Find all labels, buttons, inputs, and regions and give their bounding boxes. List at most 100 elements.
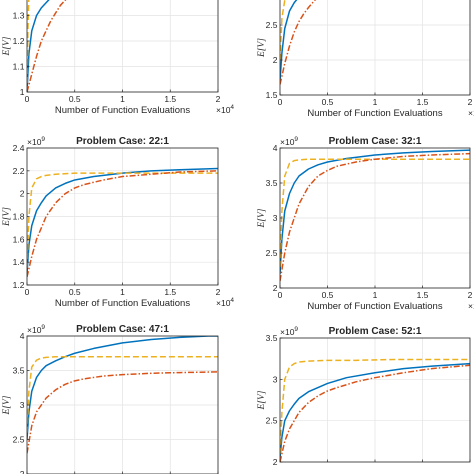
series-group bbox=[280, 358, 470, 462]
y-tick-label: 2 bbox=[273, 283, 278, 293]
x-tick-label: 0 bbox=[278, 290, 283, 300]
series-line-3 bbox=[280, 364, 470, 462]
x-tick-label: 0 bbox=[25, 94, 30, 104]
x-tick-label: 1 bbox=[373, 97, 378, 107]
series-line-2 bbox=[280, 158, 470, 268]
y-axis-label: E[V] bbox=[257, 208, 267, 228]
x-tick-label: 1 bbox=[373, 290, 378, 300]
series-line-3 bbox=[27, 0, 67, 92]
y-tick-label: 2.4 bbox=[13, 143, 25, 153]
y-tick-label: 3 bbox=[273, 213, 278, 223]
x-tick-label: 2 bbox=[468, 290, 473, 300]
x-tick-label: 0.5 bbox=[69, 94, 81, 104]
x-axis-label: Number of Function Evaluations bbox=[55, 298, 190, 309]
series-line-3 bbox=[280, 152, 470, 282]
y-multiplier: ×109 bbox=[280, 136, 298, 147]
y-tick-label: 1.8 bbox=[13, 212, 25, 222]
y-tick-label: 2 bbox=[20, 469, 25, 474]
y-multiplier-exp: 9 bbox=[294, 136, 298, 143]
series-line-1 bbox=[280, 0, 298, 82]
x-multiplier-base: ×10 bbox=[216, 298, 231, 308]
series-group bbox=[280, 149, 470, 282]
y-tick-label: 1.6 bbox=[13, 234, 25, 244]
chart-title: Problem Case: 52:1 bbox=[329, 326, 422, 337]
x-axis-label: Number of Function Evaluations bbox=[307, 108, 442, 119]
x-axis-label: Number of Function Evaluations bbox=[307, 301, 442, 312]
y-tick-label: 3.5 bbox=[266, 178, 278, 188]
x-tick-label: 0.5 bbox=[322, 290, 334, 300]
series-group bbox=[27, 336, 218, 454]
y-multiplier-base: ×10 bbox=[280, 137, 295, 147]
y-tick-label: 1.2 bbox=[13, 36, 25, 46]
x-tick-label: 1 bbox=[120, 94, 125, 104]
chart-title: Problem Case: 22:1 bbox=[76, 136, 169, 147]
series-line-1 bbox=[280, 362, 470, 458]
series-line-1 bbox=[27, 167, 218, 274]
y-multiplier-base: ×10 bbox=[27, 137, 42, 147]
x-multiplier: ×104 bbox=[468, 300, 474, 311]
y-tick-label: 3 bbox=[20, 400, 25, 410]
x-tick-label: 0 bbox=[25, 287, 30, 297]
y-tick-label: 2 bbox=[273, 55, 278, 65]
y-multiplier: ×109 bbox=[27, 136, 45, 147]
y-multiplier-base: ×10 bbox=[27, 325, 42, 335]
x-tick-label: 0 bbox=[278, 97, 283, 107]
panel-2: 0 0.5 1 1.5 2 1.5 2 2.5 Number of Function Evalu… bbox=[257, 0, 474, 119]
y-tick-label: 3.5 bbox=[13, 366, 25, 376]
y-tick-label: 2.5 bbox=[13, 435, 25, 445]
x-multiplier-exp: 4 bbox=[230, 104, 234, 111]
y-tick-label: 3 bbox=[273, 374, 278, 384]
series-line-2 bbox=[27, 172, 218, 268]
y-multiplier: ×109 bbox=[27, 324, 45, 335]
x-tick-label: 1.5 bbox=[417, 290, 429, 300]
chart-title: Problem Case: 32:1 bbox=[329, 136, 422, 147]
series-line-2 bbox=[280, 0, 286, 61]
y-tick-label: 1 bbox=[20, 87, 25, 97]
y-axis-label: E[V] bbox=[2, 36, 12, 56]
y-multiplier-base: ×10 bbox=[280, 327, 295, 337]
y-tick-label: 4 bbox=[273, 143, 278, 153]
x-tick-label: 2 bbox=[216, 94, 221, 104]
x-multiplier: ×104 bbox=[216, 104, 234, 115]
series-line-3 bbox=[27, 170, 218, 278]
y-tick-label: 1.4 bbox=[13, 257, 25, 267]
x-tick-label: 1.5 bbox=[417, 97, 429, 107]
y-axis-label: E[V] bbox=[257, 38, 267, 58]
x-tick-label: 0.5 bbox=[69, 287, 81, 297]
y-axis-label: E[V] bbox=[257, 390, 267, 410]
x-tick-label: 2 bbox=[468, 97, 473, 107]
panel-4: 0 0.5 1 1.5 2 2 2.5 3 3.5 4 Number of Function Eva… bbox=[257, 136, 474, 312]
x-multiplier-exp: 4 bbox=[230, 297, 234, 304]
panel-6: 2 2.5 3 3.5×109 E[V] Problem Case: 52:1 bbox=[257, 326, 471, 467]
x-tick-label: 0.5 bbox=[322, 97, 334, 107]
x-tick-label: 1.5 bbox=[164, 287, 176, 297]
y-multiplier-exp: 9 bbox=[41, 324, 45, 331]
x-multiplier-base: ×10 bbox=[468, 108, 474, 118]
x-tick-label: 1.5 bbox=[164, 94, 176, 104]
panel-3: 0 0.5 1 1.5 2 1.2 1.4 1.6 1.8 2 2.2 2.4 Number of Fu… bbox=[2, 136, 234, 309]
x-axis-label: Number of Function Evaluations bbox=[55, 105, 190, 116]
panel-5: 2 2.5 3 3.5 4×109 E[V] Problem Case: 47:1 bbox=[2, 324, 219, 474]
series-line-3 bbox=[27, 371, 218, 454]
y-multiplier-exp: 9 bbox=[294, 326, 298, 333]
y-tick-label: 2.5 bbox=[266, 416, 278, 426]
y-tick-label: 2 bbox=[273, 457, 278, 467]
series-line-1 bbox=[27, 0, 50, 92]
y-multiplier-exp: 9 bbox=[41, 136, 45, 143]
series-group bbox=[280, 0, 317, 85]
y-tick-label: 1.3 bbox=[13, 11, 25, 21]
x-multiplier-base: ×10 bbox=[216, 105, 231, 115]
y-tick-label: 4 bbox=[20, 331, 25, 341]
x-tick-label: 1 bbox=[120, 287, 125, 297]
y-tick-label: 1.1 bbox=[13, 62, 25, 72]
x-multiplier: ×104 bbox=[216, 297, 234, 308]
series-line-1 bbox=[280, 149, 470, 275]
series-line-2 bbox=[280, 358, 470, 454]
y-tick-label: 1.5 bbox=[266, 90, 278, 100]
y-multiplier: ×109 bbox=[280, 326, 298, 337]
series-group bbox=[27, 167, 218, 278]
chart-title: Problem Case: 47:1 bbox=[76, 324, 169, 335]
y-tick-label: 2.5 bbox=[266, 20, 278, 30]
